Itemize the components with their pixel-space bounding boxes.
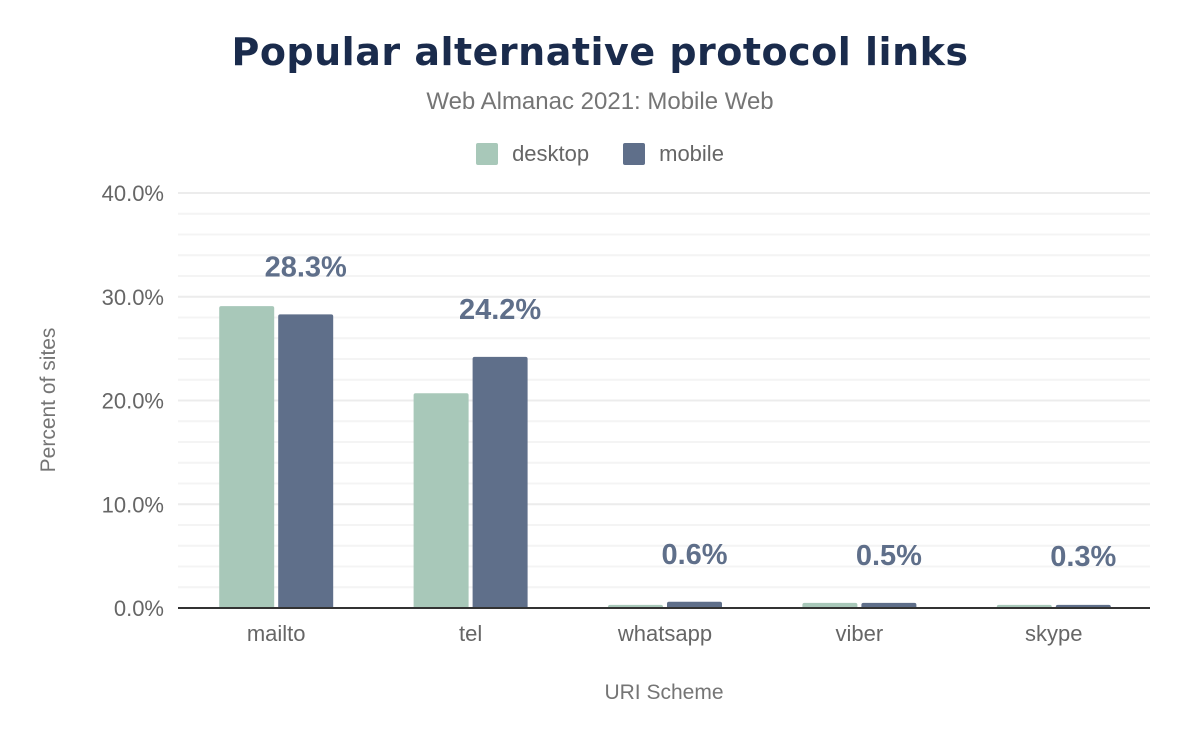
y-tick-label: 10.0% — [102, 492, 164, 517]
legend-swatch-desktop — [476, 143, 499, 165]
data-label: 0.5% — [856, 540, 922, 572]
y-tick-label: 30.0% — [102, 285, 164, 310]
x-tick-label: mailto — [247, 621, 306, 646]
y-tick-label: 20.0% — [102, 389, 164, 414]
bar-desktop-viber — [802, 602, 858, 608]
data-label: 24.2% — [459, 294, 541, 326]
data-label: 0.3% — [1050, 541, 1116, 573]
x-tick-label: skype — [1025, 621, 1082, 646]
legend-item-desktop[interactable]: desktop — [476, 141, 589, 167]
bar-mobile-mailto — [278, 314, 334, 608]
chart-title: Popular alternative protocol links — [231, 30, 969, 74]
legend-item-mobile[interactable]: mobile — [623, 141, 724, 167]
y-tick-label: 0.0% — [114, 596, 164, 621]
x-tick-label: tel — [459, 621, 482, 646]
bar-mobile-tel — [472, 356, 528, 608]
legend: desktop mobile — [0, 141, 1200, 167]
x-axis-label: URI Scheme — [604, 681, 723, 704]
legend-swatch-mobile — [623, 143, 646, 165]
x-tick-label: whatsapp — [617, 621, 712, 646]
bar-mobile-viber — [861, 602, 917, 608]
legend-label-mobile: mobile — [659, 141, 724, 166]
data-label: 0.6% — [661, 539, 727, 571]
bar-desktop-mailto — [219, 306, 275, 608]
y-axis-label: Percent of sites — [37, 328, 60, 473]
x-tick-label: viber — [836, 621, 884, 646]
y-tick-label: 40.0% — [102, 181, 164, 206]
chart-subtitle: Web Almanac 2021: Mobile Web — [426, 88, 774, 115]
bar-mobile-whatsapp — [667, 601, 722, 608]
legend-label-desktop: desktop — [512, 141, 590, 166]
data-label: 28.3% — [265, 251, 347, 283]
bar-desktop-tel — [413, 393, 469, 608]
